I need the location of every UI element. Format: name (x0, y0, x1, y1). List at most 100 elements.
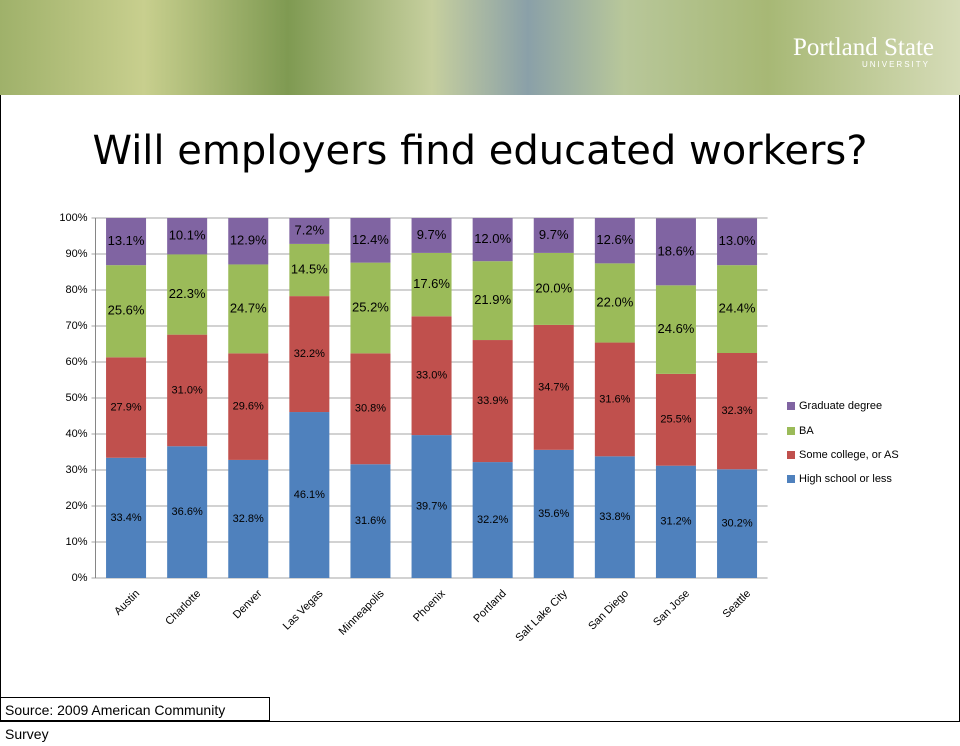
x-tick-label: Las Vegas (281, 587, 326, 632)
x-tick-label: Portland (471, 588, 508, 625)
value-label: 34.7% (538, 381, 569, 393)
bar-segment (472, 340, 513, 463)
x-tick-label: Denver (231, 587, 265, 621)
value-label: 33.8% (599, 511, 630, 523)
bar-segment (472, 261, 513, 341)
value-label: 32.8% (233, 513, 264, 525)
y-tick-label: 80% (65, 284, 87, 296)
bar-segment (411, 218, 452, 253)
value-label: 33.0% (416, 370, 447, 382)
legend-label: Graduate degree (799, 400, 882, 412)
value-label: 31.0% (172, 384, 203, 396)
value-label: 17.6% (413, 276, 450, 291)
value-label: 22.0% (596, 294, 633, 309)
legend-swatch (787, 402, 795, 410)
source: Source: 2009 American Community Survey (0, 697, 270, 742)
y-tick-label: 30% (65, 464, 87, 476)
bar-segment (228, 264, 269, 354)
bar-segment (289, 218, 330, 244)
y-tick-label: 70% (65, 320, 87, 332)
bar-segment (411, 316, 452, 436)
bar-segment (350, 353, 391, 465)
value-label: 31.2% (660, 516, 691, 528)
logo: Portland State (793, 34, 934, 61)
y-tick-label: 20% (65, 500, 87, 512)
bar-segment (106, 457, 147, 578)
value-label: 21.9% (474, 292, 511, 307)
value-label: 29.6% (233, 401, 264, 413)
bar-segment (472, 218, 513, 262)
bar-segment (167, 446, 208, 578)
legend-swatch (787, 475, 795, 483)
y-tick-label: 90% (65, 248, 87, 260)
bar-segment (533, 449, 574, 578)
bar-segment (106, 357, 147, 458)
bar-segment (717, 218, 758, 266)
bar-segment (289, 412, 330, 578)
x-tick-label: Minneapolis (337, 587, 387, 637)
bar-segment (655, 285, 696, 374)
legend-label: Some college, or AS (799, 449, 899, 461)
bar-segment (717, 265, 758, 353)
value-label: 12.0% (474, 231, 511, 246)
value-label: 30.2% (721, 518, 752, 530)
bar-segment (167, 334, 208, 447)
value-label: 22.3% (169, 286, 206, 301)
bar-segment (228, 218, 269, 265)
bar-segment (228, 353, 269, 460)
value-label: 20.0% (535, 280, 572, 295)
bar-segment (106, 218, 147, 266)
value-label: 35.6% (538, 508, 569, 520)
value-label: 39.7% (416, 500, 447, 512)
bar-segment (533, 324, 574, 450)
bar-segment (411, 252, 452, 317)
bar-segment (594, 218, 635, 264)
value-label: 46.1% (294, 489, 325, 501)
y-tick-label: 10% (65, 536, 87, 548)
y-tick-label: 0% (72, 572, 88, 584)
chart: 0% 10% 20% 30% 40% 50% 60% 70% 80% 90% 100% 33.4% 27… (59, 212, 899, 644)
value-label: 9.7% (417, 227, 447, 242)
value-label: 32.2% (294, 348, 325, 360)
logo-sub: UNIVERSITY (861, 60, 930, 69)
x-tick-label: Phoenix (411, 587, 448, 624)
legend-swatch (787, 451, 795, 459)
value-label: 33.4% (110, 512, 141, 524)
bar-segment (228, 459, 269, 578)
bar-segment (350, 464, 391, 578)
value-label: 31.6% (355, 515, 386, 527)
value-label: 25.6% (108, 303, 145, 318)
legend-swatch (787, 427, 795, 435)
x-tick-label: Charlotte (163, 588, 203, 628)
bar-segment (289, 243, 330, 297)
y-tick-label: 40% (65, 428, 87, 440)
bar-segment (289, 296, 330, 413)
banner: Portland State UNIVERSITY (0, 0, 960, 95)
value-label: 14.5% (291, 261, 328, 276)
value-label: 32.2% (477, 514, 508, 526)
bar-segment (472, 462, 513, 578)
bar-segment (533, 218, 574, 253)
bar-segment (533, 252, 574, 325)
x-tick-label: Seattle (721, 588, 754, 621)
value-label: 25.2% (352, 299, 389, 314)
bar-segment (594, 456, 635, 578)
value-label: 12.4% (352, 232, 389, 247)
bar-segment (167, 218, 208, 255)
x-tick-label: Salt Lake City (513, 587, 570, 644)
value-label: 32.3% (721, 405, 752, 417)
value-label: 18.6% (658, 243, 695, 258)
bar-segment (350, 262, 391, 354)
slide-title: Will employers find educated workers? (92, 128, 868, 174)
x-tick-label: Austin (112, 588, 142, 618)
value-label: 13.0% (719, 233, 756, 248)
bar-segment (350, 218, 391, 263)
value-label: 12.6% (596, 232, 633, 247)
legend-label: BA (799, 425, 814, 437)
value-label: 24.7% (230, 300, 267, 315)
bar-segment (411, 435, 452, 578)
value-label: 9.7% (539, 227, 569, 242)
bar-segment (594, 342, 635, 457)
bar-segment (717, 353, 758, 470)
y-tick-label: 50% (65, 392, 87, 404)
